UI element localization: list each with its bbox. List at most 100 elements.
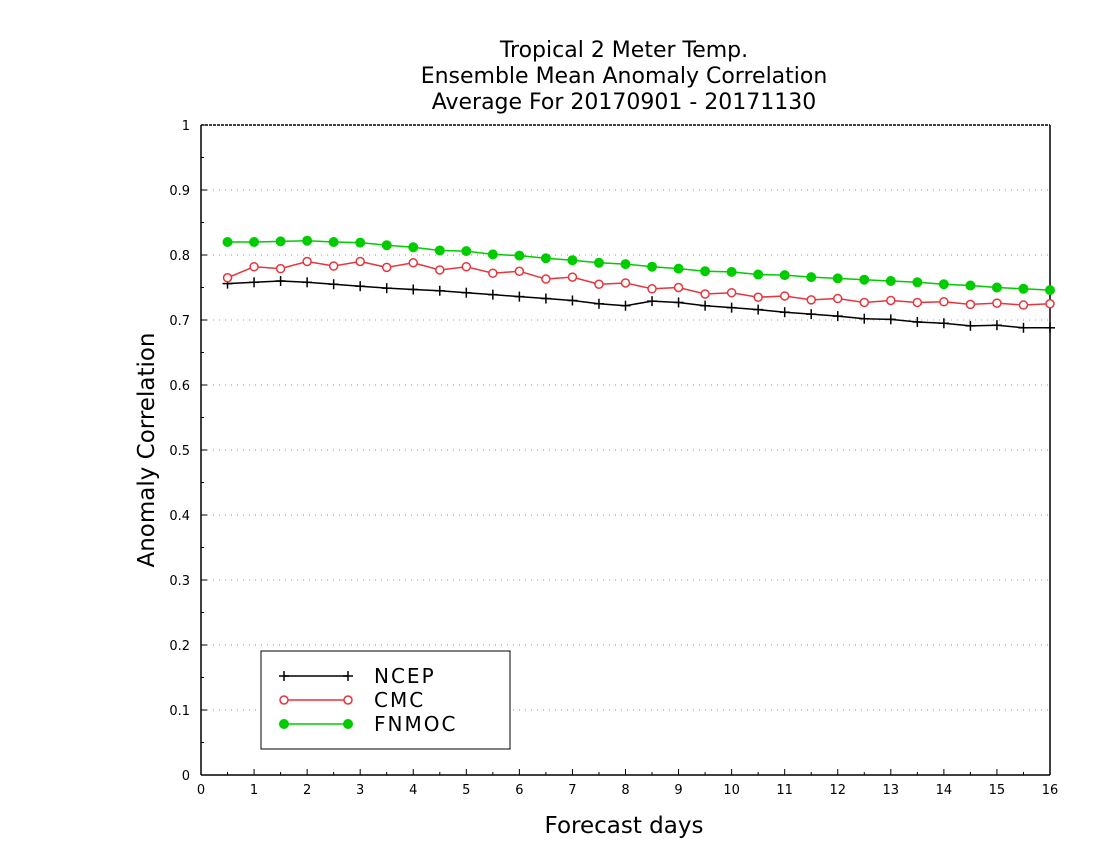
- point-fnmoc-18: [700, 266, 711, 277]
- point-fnmoc-16: [647, 261, 658, 272]
- point-ncep-21: [779, 307, 790, 318]
- y-tick-label-2: 0.2: [169, 639, 190, 654]
- y-tick-label-7: 0.7: [169, 314, 190, 329]
- legend-marker-end-fnmoc: [343, 719, 353, 729]
- point-ncep-2: [275, 276, 286, 286]
- legend-label-cmc: CMC: [374, 688, 425, 712]
- x-axis-label: Forecast days: [545, 813, 704, 839]
- series-line-fnmoc: [227, 239, 1051, 291]
- point-ncep-23: [832, 311, 843, 322]
- point-ncep-11: [514, 291, 525, 302]
- point-cmc-31: [1045, 299, 1055, 309]
- point-cmc-18: [700, 289, 710, 299]
- point-fnmoc-21: [779, 270, 790, 281]
- title-line-1: Tropical 2 Meter Temp.: [499, 38, 748, 63]
- point-cmc-27: [939, 297, 949, 307]
- point-cmc-12: [541, 274, 551, 284]
- point-cmc-4: [328, 261, 339, 271]
- point-cmc-25: [886, 295, 896, 306]
- point-fnmoc-0: [222, 237, 233, 247]
- point-ncep-29: [991, 320, 1002, 331]
- point-fnmoc-15: [620, 259, 631, 270]
- point-ncep-19: [726, 302, 737, 313]
- point-cmc-11: [514, 266, 525, 276]
- point-ncep-8: [434, 285, 445, 296]
- series-cmc: [222, 256, 1055, 310]
- point-ncep-20: [753, 304, 764, 315]
- point-cmc-26: [912, 297, 923, 308]
- point-fnmoc-28: [965, 280, 976, 291]
- point-fnmoc-5: [355, 237, 366, 248]
- point-ncep-22: [806, 309, 817, 320]
- point-ncep-17: [673, 297, 684, 308]
- point-fnmoc-22: [806, 272, 817, 283]
- point-cmc-28: [965, 299, 976, 310]
- point-ncep-25: [885, 314, 896, 325]
- legend-marker-end-cmc: [343, 695, 353, 705]
- x-tick-label-11: 11: [776, 783, 793, 798]
- chart-title: Tropical 2 Meter Temp. Ensemble Mean Ano…: [421, 38, 828, 115]
- point-cmc-16: [647, 284, 657, 294]
- point-cmc-10: [488, 268, 498, 278]
- point-ncep-18: [700, 300, 711, 311]
- legend-label-ncep: NCEP: [374, 664, 436, 688]
- x-tick-label-6: 6: [515, 783, 523, 798]
- point-fnmoc-13: [567, 255, 578, 266]
- point-ncep-4: [328, 279, 339, 290]
- y-tick-label-3: 0.3: [169, 574, 190, 589]
- title-line-2: Ensemble Mean Anomaly Correlation: [421, 64, 828, 89]
- y-axis-label: Anomaly Correlation: [134, 332, 160, 567]
- point-ncep-15: [620, 300, 631, 311]
- y-tick-label-9: 0.9: [169, 184, 190, 199]
- point-cmc-22: [806, 295, 816, 305]
- x-tick-label-15: 15: [989, 783, 1006, 798]
- legend-item-fnmoc: FNMOC: [279, 712, 457, 736]
- point-cmc-1: [249, 261, 259, 272]
- y-tick-label-0: 0: [182, 769, 190, 784]
- x-tick-label-7: 7: [568, 783, 576, 798]
- legend-item-ncep: NCEP: [279, 664, 436, 688]
- x-tick-label-5: 5: [462, 783, 470, 798]
- x-tick-label-3: 3: [356, 783, 364, 798]
- point-ncep-27: [938, 318, 949, 329]
- legend-marker-start-cmc: [279, 695, 289, 705]
- series-fnmoc: [222, 235, 1055, 296]
- point-ncep-9: [461, 287, 472, 298]
- point-fnmoc-4: [328, 237, 339, 247]
- x-tick-label-14: 14: [936, 783, 953, 798]
- point-fnmoc-29: [991, 282, 1002, 293]
- point-cmc-7: [408, 258, 418, 268]
- series-ncep: [222, 276, 1055, 333]
- point-cmc-14: [594, 279, 604, 289]
- point-fnmoc-10: [487, 249, 498, 260]
- point-ncep-24: [859, 313, 870, 324]
- point-ncep-7: [408, 284, 419, 295]
- point-fnmoc-8: [434, 245, 445, 256]
- point-fnmoc-20: [753, 269, 764, 280]
- point-cmc-9: [461, 261, 472, 272]
- y-tick-label-6: 0.6: [169, 379, 190, 394]
- point-cmc-29: [992, 298, 1002, 308]
- point-fnmoc-30: [1018, 283, 1029, 294]
- point-fnmoc-2: [275, 236, 286, 247]
- point-fnmoc-26: [912, 277, 923, 288]
- point-cmc-0: [222, 273, 233, 283]
- point-fnmoc-9: [461, 246, 472, 257]
- point-ncep-31: [1045, 322, 1055, 333]
- point-ncep-12: [540, 293, 551, 304]
- x-tick-label-1: 1: [250, 783, 258, 798]
- point-cmc-24: [859, 297, 870, 308]
- point-ncep-14: [593, 298, 604, 309]
- point-cmc-19: [726, 287, 737, 298]
- point-ncep-26: [912, 316, 923, 327]
- legend-label-fnmoc: FNMOC: [374, 712, 457, 736]
- y-tick-label-8: 0.8: [169, 249, 190, 264]
- x-tick-label-4: 4: [409, 783, 417, 798]
- point-fnmoc-3: [302, 235, 313, 246]
- point-cmc-30: [1018, 300, 1029, 310]
- legend-marker-end-ncep: [343, 671, 353, 681]
- point-fnmoc-12: [540, 253, 551, 264]
- point-cmc-20: [753, 292, 763, 302]
